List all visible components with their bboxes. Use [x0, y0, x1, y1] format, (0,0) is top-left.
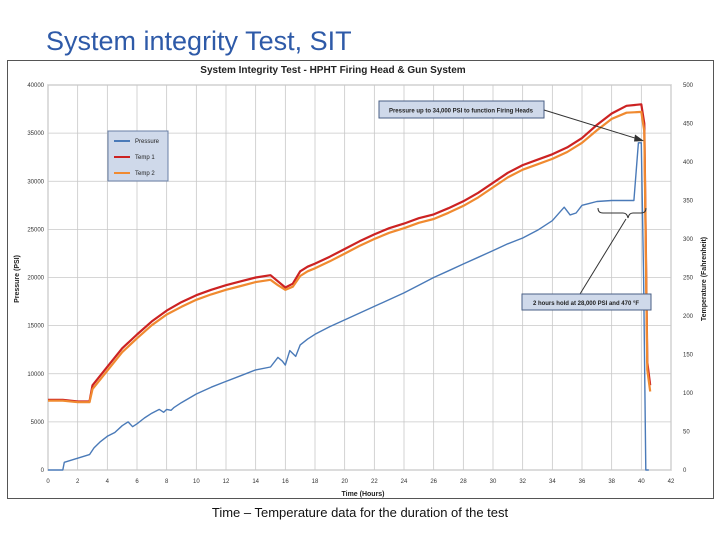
y2-tick-label: 400 [683, 160, 694, 166]
legend-label: Temp 2 [135, 171, 155, 177]
x-tick-label: 42 [668, 479, 675, 485]
series-line-temp-2 [48, 110, 652, 404]
y-tick-label: 25000 [27, 227, 44, 233]
x-tick-label: 34 [549, 479, 556, 485]
annotation-pressure-up: Pressure up to 34,000 PSI to function Fi… [378, 100, 644, 142]
y-axis-ticks: 0 5000 10000 15000 20000 25000 30000 35000 40000 [27, 83, 44, 474]
y2-axis-ticks: 0 50 100 150 200 250 300 350 400 450 500 [683, 83, 694, 474]
x-tick-label: 22 [371, 479, 378, 485]
x-tick-label: 6 [135, 479, 139, 485]
x-tick-label: 12 [223, 479, 230, 485]
y-tick-label: 20000 [27, 276, 44, 282]
series-line-pressure [48, 142, 649, 471]
y2-tick-label: 450 [683, 122, 694, 128]
x-axis-label: Time (Hours) [341, 491, 384, 498]
slide-title: System integrity Test, SIT [46, 26, 352, 56]
x-tick-label: 38 [608, 479, 615, 485]
annotation-hold: 2 hours hold at 28,000 PSI and 470 °F [521, 207, 652, 311]
y2-tick-label: 200 [683, 314, 694, 320]
y2-tick-label: 250 [683, 276, 694, 282]
legend-label: Temp 1 [135, 155, 155, 161]
y-axis-label: Pressure (PSI) [14, 255, 21, 303]
x-tick-label: 26 [430, 479, 437, 485]
x-tick-label: 36 [579, 479, 586, 485]
y2-tick-label: 50 [683, 430, 690, 436]
y2-tick-label: 150 [683, 353, 694, 359]
x-tick-label: 8 [165, 479, 169, 485]
y2-tick-label: 100 [683, 391, 694, 397]
y-tick-label: 40000 [27, 83, 44, 89]
line-chart: System Integrity Test - HPHT Firing Head… [14, 65, 708, 498]
x-axis-ticks: 0 2 4 6 8 10 12 14 16 18 20 22 24 26 28 30 32 34 36 38 40 42 [46, 479, 675, 485]
y2-tick-label: 500 [683, 83, 694, 89]
x-tick-label: 10 [193, 479, 200, 485]
x-tick-label: 28 [460, 479, 467, 485]
x-tick-label: 16 [282, 479, 289, 485]
annotation-pressure-up-text: Pressure up to 34,000 PSI to function Fi… [389, 109, 534, 115]
y2-tick-label: 300 [683, 237, 694, 243]
y-tick-label: 15000 [27, 324, 44, 330]
y-tick-label: 0 [41, 468, 45, 474]
x-tick-label: 2 [76, 479, 80, 485]
x-tick-label: 18 [312, 479, 319, 485]
y-tick-label: 35000 [27, 131, 44, 137]
x-tick-label: 32 [519, 479, 526, 485]
y-tick-label: 30000 [27, 179, 44, 185]
x-tick-label: 20 [341, 479, 348, 485]
y2-tick-label: 350 [683, 199, 694, 205]
x-tick-label: 40 [638, 479, 645, 485]
y2-axis-label: Temperature (Fahrenheit) [701, 237, 708, 321]
x-tick-label: 24 [401, 479, 408, 485]
annotation-hold-text: 2 hours hold at 28,000 PSI and 470 °F [533, 301, 639, 307]
x-tick-label: 30 [490, 479, 497, 485]
x-tick-label: 4 [106, 479, 110, 485]
x-tick-label: 14 [252, 479, 259, 485]
y-tick-label: 10000 [27, 372, 44, 378]
slide-caption: Time – Temperature data for the duration… [211, 505, 509, 520]
y2-tick-label: 0 [683, 468, 687, 474]
series-group [48, 103, 652, 471]
hold-brace [597, 207, 647, 219]
x-tick-label: 0 [46, 479, 50, 485]
y-tick-label: 5000 [31, 420, 45, 426]
chart-frame: System Integrity Test - HPHT Firing Head… [7, 60, 714, 499]
chart-title: System Integrity Test - HPHT Firing Head… [200, 65, 466, 76]
legend-label: Pressure [135, 139, 160, 145]
legend: Pressure Temp 1 Temp 2 [107, 130, 169, 182]
series-line-temp-1 [48, 103, 652, 403]
